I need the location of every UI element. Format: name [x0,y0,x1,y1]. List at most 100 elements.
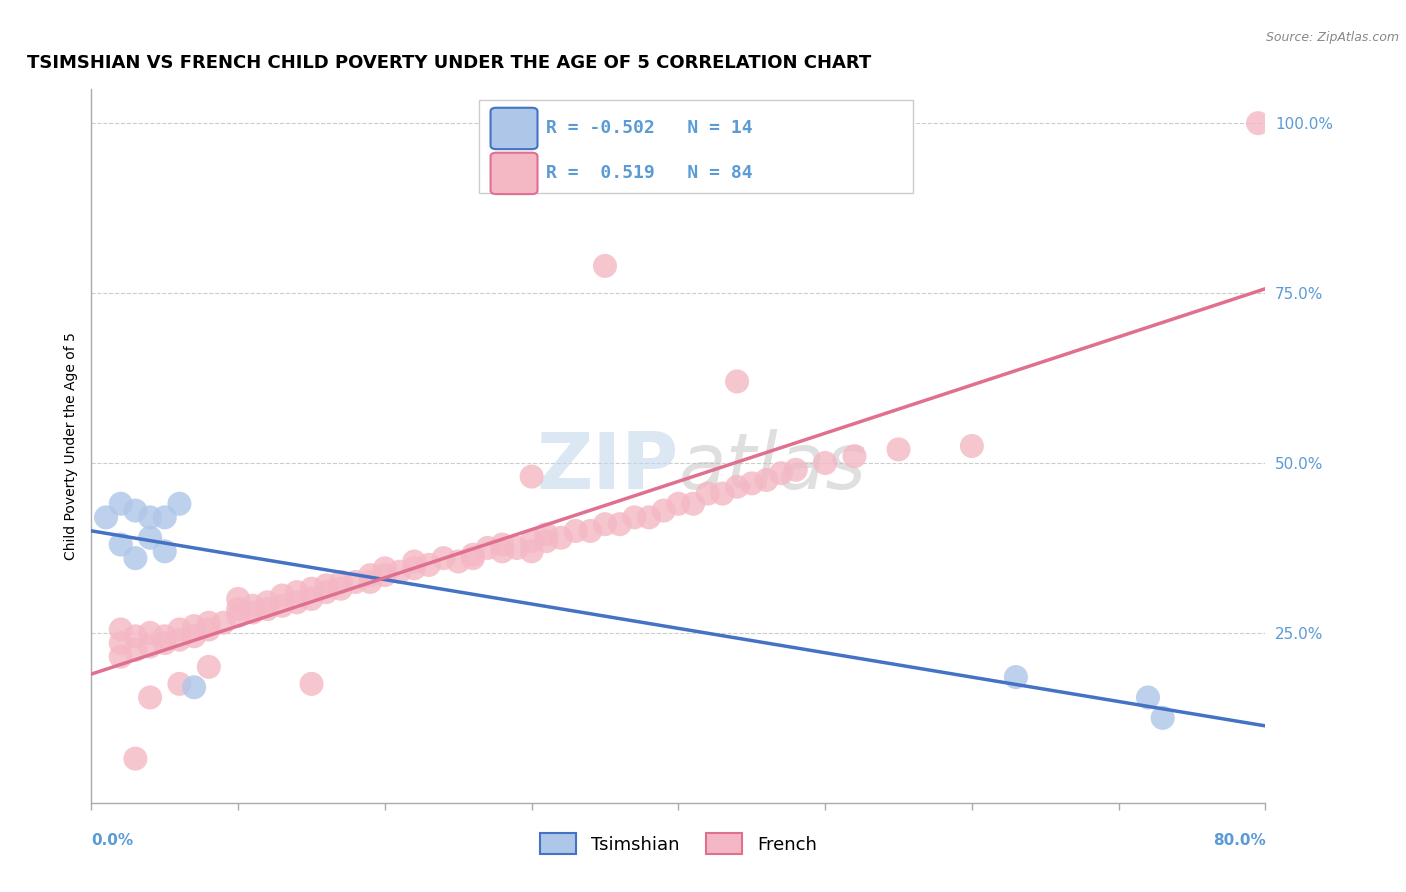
Point [374,561,396,575]
Point [447,555,470,569]
Point [536,534,558,549]
Text: ZIP: ZIP [536,429,678,506]
Point [1247,116,1270,130]
Point [153,629,176,643]
Point [183,629,205,643]
Point [139,531,162,545]
Legend: Tsimshian, French: Tsimshian, French [533,826,824,862]
Point [329,574,352,589]
Point [404,555,426,569]
Point [770,466,793,480]
Point [682,497,704,511]
Point [110,537,132,551]
Point [124,751,146,765]
Point [301,591,323,606]
Text: atlas: atlas [678,429,866,506]
Point [785,463,807,477]
Point [169,497,191,511]
Point [725,375,748,389]
Point [1136,690,1159,705]
Point [271,589,294,603]
Point [94,510,117,524]
Point [197,623,219,637]
Point [124,643,146,657]
Point [285,595,308,609]
Point [593,517,616,532]
FancyBboxPatch shape [479,100,912,193]
Point [520,469,543,483]
Point [491,537,513,551]
Point [652,503,675,517]
Y-axis label: Child Poverty Under the Age of 5: Child Poverty Under the Age of 5 [63,332,77,560]
Point [169,677,191,691]
Point [315,585,337,599]
Text: Source: ZipAtlas.com: Source: ZipAtlas.com [1265,31,1399,45]
Point [329,582,352,596]
Point [169,632,191,647]
Point [124,503,146,517]
Point [550,531,572,545]
Text: 0.0%: 0.0% [91,833,134,848]
Point [593,259,616,273]
Point [124,629,146,643]
Text: R = -0.502   N = 14: R = -0.502 N = 14 [546,120,752,137]
Point [153,544,176,558]
Point [301,582,323,596]
Point [110,623,132,637]
Text: TSIMSHIAN VS FRENCH CHILD POVERTY UNDER THE AGE OF 5 CORRELATION CHART: TSIMSHIAN VS FRENCH CHILD POVERTY UNDER … [27,54,872,72]
Point [623,510,645,524]
Point [226,608,249,623]
Text: 80.0%: 80.0% [1212,833,1265,848]
Point [169,623,191,637]
Point [110,636,132,650]
Point [844,449,866,463]
Point [491,544,513,558]
Point [432,551,454,566]
Point [183,619,205,633]
Point [226,591,249,606]
Point [477,541,499,555]
FancyBboxPatch shape [491,108,537,149]
Point [564,524,586,538]
Point [960,439,983,453]
Point [139,626,162,640]
Point [242,606,264,620]
Point [536,527,558,541]
Point [212,615,235,630]
Point [359,574,381,589]
Point [418,558,440,572]
Point [197,615,219,630]
Point [226,602,249,616]
Point [404,561,426,575]
Point [124,551,146,566]
FancyBboxPatch shape [491,153,537,194]
Point [520,544,543,558]
Point [301,677,323,691]
Point [256,602,278,616]
Point [315,578,337,592]
Point [110,649,132,664]
Point [755,473,778,487]
Point [242,599,264,613]
Point [609,517,631,532]
Point [1152,711,1174,725]
Point [359,568,381,582]
Point [139,690,162,705]
Point [110,497,132,511]
Point [666,497,689,511]
Point [506,541,529,555]
Point [388,565,411,579]
Point [461,548,484,562]
Point [374,568,396,582]
Point [741,476,763,491]
Point [256,595,278,609]
Text: R =  0.519   N = 84: R = 0.519 N = 84 [546,164,752,182]
Point [520,534,543,549]
Point [461,551,484,566]
Point [197,660,219,674]
Point [696,486,718,500]
Point [638,510,661,524]
Point [725,480,748,494]
Point [285,585,308,599]
Point [139,640,162,654]
